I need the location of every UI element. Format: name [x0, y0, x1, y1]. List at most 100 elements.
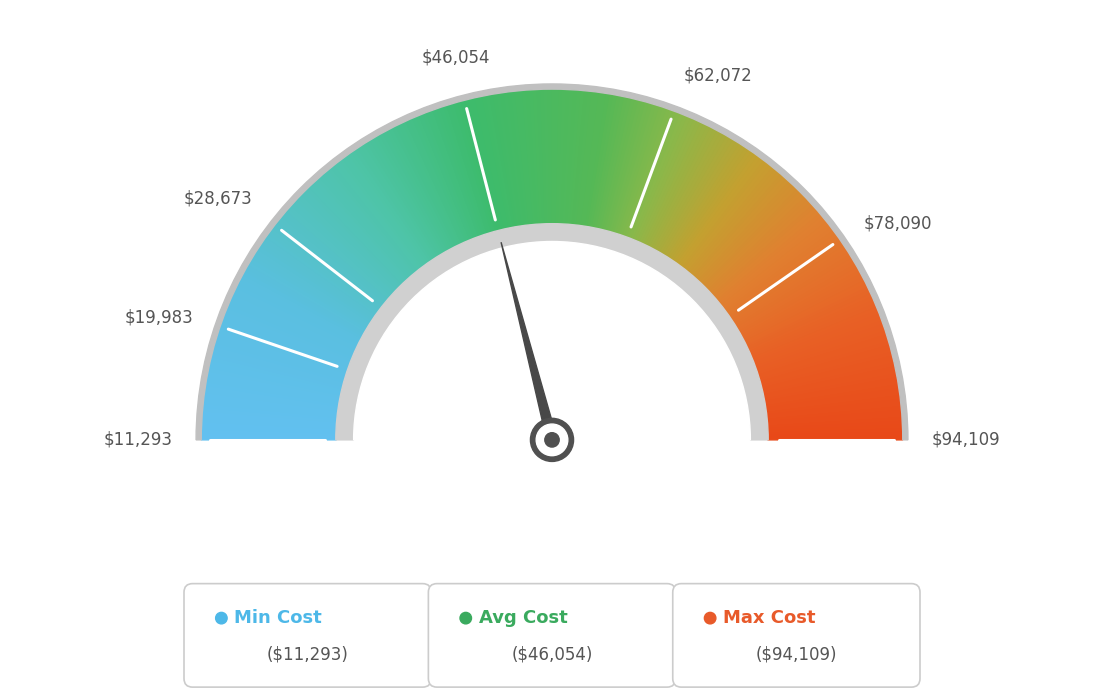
Wedge shape [337, 161, 422, 270]
Circle shape [704, 613, 715, 624]
Wedge shape [660, 136, 731, 255]
Wedge shape [205, 382, 339, 406]
Wedge shape [317, 177, 410, 279]
Wedge shape [708, 197, 808, 293]
Wedge shape [211, 353, 343, 388]
Wedge shape [666, 141, 740, 258]
Wedge shape [593, 95, 622, 228]
Text: Max Cost: Max Cost [723, 609, 816, 627]
Wedge shape [729, 239, 842, 319]
Wedge shape [712, 205, 815, 297]
Wedge shape [591, 95, 618, 228]
Wedge shape [413, 117, 468, 242]
Wedge shape [634, 115, 688, 241]
Wedge shape [433, 108, 481, 237]
Wedge shape [320, 175, 411, 278]
Wedge shape [227, 304, 353, 358]
Wedge shape [236, 284, 359, 346]
Wedge shape [760, 342, 890, 382]
Wedge shape [296, 197, 396, 293]
Wedge shape [751, 304, 877, 358]
Wedge shape [698, 181, 792, 283]
Wedge shape [728, 237, 840, 317]
Wedge shape [312, 181, 406, 283]
Wedge shape [549, 89, 552, 224]
Wedge shape [201, 433, 337, 437]
Wedge shape [763, 367, 895, 397]
Wedge shape [406, 119, 465, 244]
Wedge shape [326, 170, 415, 275]
Wedge shape [588, 94, 614, 228]
Wedge shape [262, 239, 375, 319]
Wedge shape [222, 317, 350, 367]
Wedge shape [479, 96, 509, 229]
Wedge shape [766, 400, 901, 417]
Wedge shape [686, 165, 773, 273]
Wedge shape [747, 290, 871, 350]
Wedge shape [582, 92, 603, 226]
Wedge shape [740, 268, 859, 336]
Wedge shape [671, 148, 750, 262]
Wedge shape [220, 324, 349, 371]
Wedge shape [766, 407, 902, 422]
Wedge shape [259, 243, 373, 321]
Wedge shape [352, 150, 431, 263]
Wedge shape [331, 165, 418, 273]
Wedge shape [256, 249, 371, 324]
Wedge shape [277, 219, 384, 306]
FancyBboxPatch shape [184, 584, 432, 687]
Wedge shape [757, 335, 888, 377]
FancyBboxPatch shape [672, 584, 920, 687]
Circle shape [537, 424, 567, 455]
Wedge shape [576, 92, 596, 226]
Wedge shape [493, 93, 518, 227]
Wedge shape [767, 418, 902, 428]
Wedge shape [752, 307, 878, 360]
Wedge shape [767, 422, 902, 431]
Wedge shape [373, 136, 444, 255]
Wedge shape [586, 93, 611, 227]
Wedge shape [766, 393, 900, 413]
Wedge shape [538, 89, 545, 224]
Wedge shape [636, 117, 691, 242]
Wedge shape [202, 422, 337, 431]
Wedge shape [767, 414, 902, 426]
Wedge shape [248, 262, 367, 332]
Wedge shape [201, 429, 337, 435]
Wedge shape [335, 163, 420, 271]
Wedge shape [654, 131, 721, 251]
Wedge shape [212, 349, 343, 386]
Wedge shape [595, 96, 625, 229]
Text: ($94,109): ($94,109) [755, 645, 837, 663]
Wedge shape [559, 89, 566, 224]
Wedge shape [639, 119, 698, 244]
Wedge shape [210, 359, 342, 393]
Text: $11,293: $11,293 [104, 431, 172, 449]
Wedge shape [400, 123, 460, 246]
Wedge shape [309, 184, 404, 284]
Wedge shape [423, 112, 475, 239]
Wedge shape [766, 396, 901, 415]
Wedge shape [599, 97, 633, 230]
Wedge shape [211, 356, 342, 391]
Wedge shape [471, 97, 505, 230]
Wedge shape [746, 287, 869, 348]
Wedge shape [383, 131, 450, 251]
Wedge shape [294, 200, 395, 294]
Wedge shape [644, 123, 704, 246]
Wedge shape [742, 274, 863, 340]
Wedge shape [756, 328, 885, 373]
Wedge shape [684, 163, 769, 271]
Wedge shape [201, 436, 337, 440]
Text: Min Cost: Min Cost [234, 609, 322, 627]
Wedge shape [704, 192, 803, 289]
Wedge shape [299, 195, 397, 290]
Wedge shape [403, 121, 463, 245]
Wedge shape [578, 92, 599, 226]
Wedge shape [216, 335, 347, 377]
Wedge shape [700, 184, 795, 284]
Wedge shape [370, 138, 443, 255]
Wedge shape [611, 102, 650, 233]
Wedge shape [761, 349, 892, 386]
Wedge shape [763, 364, 895, 395]
